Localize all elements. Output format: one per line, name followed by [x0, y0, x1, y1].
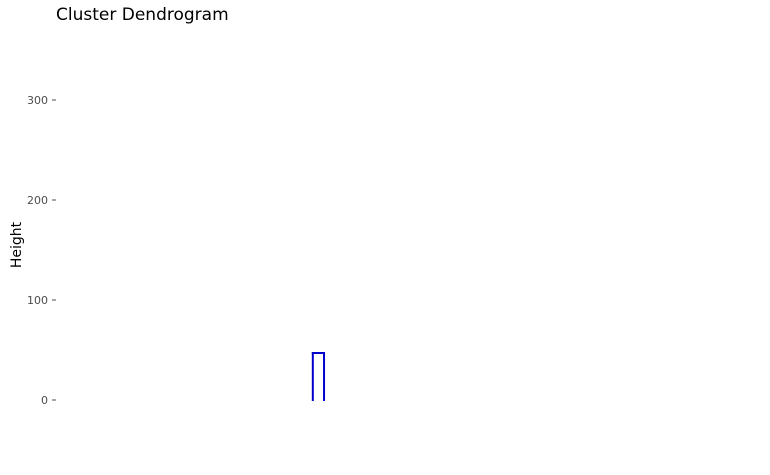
y-tick-label: 300 — [27, 94, 48, 107]
y-tick-label: 0 — [41, 394, 48, 407]
y-axis: 0 100 200 300 — [27, 94, 56, 407]
y-tick-label: 100 — [27, 294, 48, 307]
y-tick-label: 200 — [27, 194, 48, 207]
chart-title: Cluster Dendrogram — [56, 5, 229, 25]
y-axis-title: Height — [9, 221, 25, 268]
dendrogram-tree — [311, 352, 326, 401]
